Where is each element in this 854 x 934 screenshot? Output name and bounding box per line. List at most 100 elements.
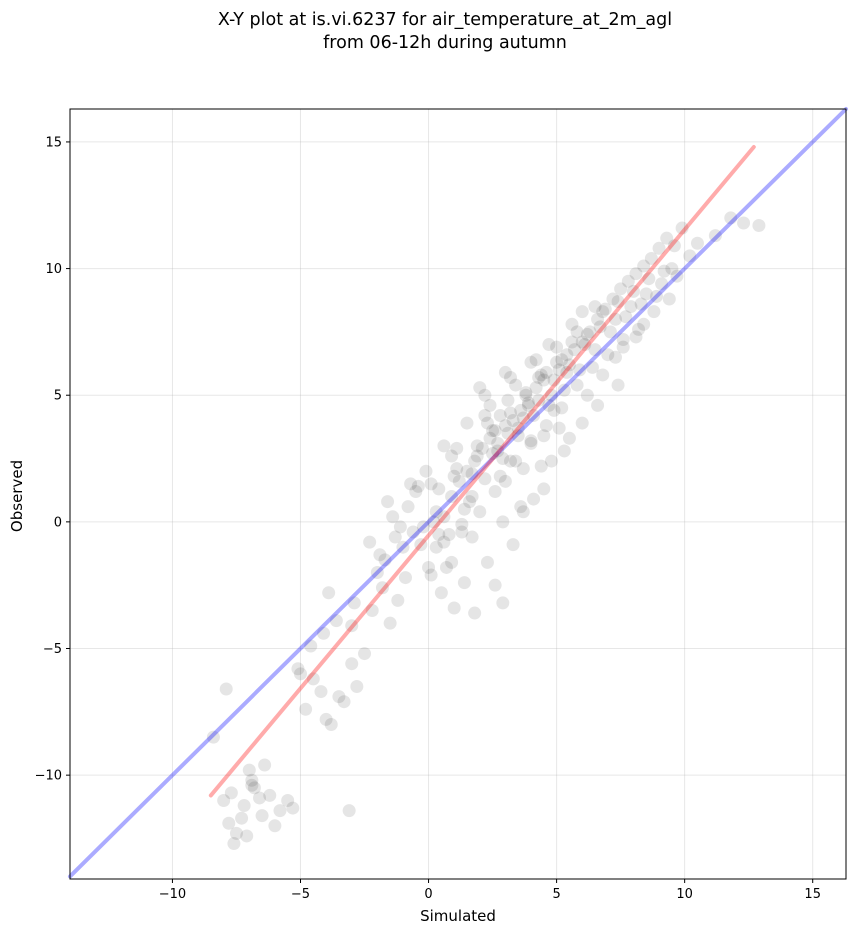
x-tick-label-2: 0 [424,887,432,902]
data-point [539,419,553,433]
data-point [473,505,487,519]
data-point [337,695,351,709]
scatter-points [206,211,766,851]
fit-line-0 [68,107,848,879]
y-tick-label-1: −5 [43,642,62,657]
data-point [616,332,630,346]
data-point [560,348,574,362]
data-point [478,388,492,402]
data-point [442,528,456,542]
data-point [347,596,361,610]
data-point [427,515,441,529]
data-point [534,368,548,382]
plot-frame [69,108,847,880]
data-point [447,469,461,483]
data-point [391,593,405,607]
data-point [609,312,623,326]
data-point [416,520,430,534]
data-point [206,730,220,744]
data-point [419,464,433,478]
data-point [506,414,520,428]
data-point [537,482,551,496]
data-point [478,472,492,486]
data-point [573,363,587,377]
data-point [332,690,346,704]
y-tick-label-0: −10 [35,769,62,784]
data-point [468,454,482,468]
data-point [319,712,333,726]
data-point [465,467,479,481]
data-point [388,530,402,544]
data-point [657,264,671,278]
y-tick-label-3: 5 [54,389,62,404]
data-point [478,408,492,422]
data-point [245,773,259,787]
data-point [383,616,397,630]
data-point [437,439,451,453]
y-tick-label-4: 10 [45,262,62,277]
data-point [445,490,459,504]
data-point [486,446,500,460]
data-point [486,424,500,438]
data-point [468,606,482,620]
data-point [547,373,561,387]
data-point [585,360,599,374]
data-point [642,272,656,286]
data-point [660,231,674,245]
data-point [521,396,535,410]
data-point [552,363,566,377]
data-point [450,441,464,455]
data-point [509,378,523,392]
data-point [447,601,461,615]
data-point [580,388,594,402]
data-point [409,484,423,498]
x-tick-label-4: 10 [676,887,693,902]
data-point [222,816,236,830]
data-point [460,464,474,478]
data-point [606,292,620,306]
fit-line-1 [208,144,756,798]
chart-title-line2: from 06-12h during autumn [323,33,567,53]
data-point [670,269,684,283]
y-axis-label: Observed [8,460,26,532]
data-point [611,295,625,308]
data-point [555,401,569,415]
data-point [521,398,535,412]
data-point [524,434,538,448]
data-point [655,277,669,291]
data-point [601,348,615,362]
data-point [562,358,576,372]
data-point [496,452,510,466]
data-point [690,236,704,250]
data-point [434,586,448,600]
data-point [406,525,420,539]
x-axis-label: Simulated [420,907,496,925]
data-point [616,340,630,354]
data-point [547,403,561,417]
data-point [524,355,538,369]
data-point [475,441,489,455]
data-point [219,682,233,696]
x-tick-label-5: 15 [804,887,821,902]
data-point [524,436,538,450]
data-point [398,571,412,585]
data-point [621,274,635,288]
data-point [562,431,576,445]
data-point [404,477,418,491]
data-point [575,335,589,349]
data-point [242,763,256,777]
data-point [493,408,507,422]
data-point [580,327,594,341]
data-point [293,667,307,681]
data-point [253,791,267,805]
data-point [591,398,605,412]
data-point [752,219,766,233]
data-point [396,540,410,554]
data-point [509,454,523,468]
data-point [263,788,277,802]
data-point [496,515,510,529]
data-point [365,604,379,618]
data-point [375,581,389,595]
data-point [529,381,543,395]
data-point [626,284,640,298]
